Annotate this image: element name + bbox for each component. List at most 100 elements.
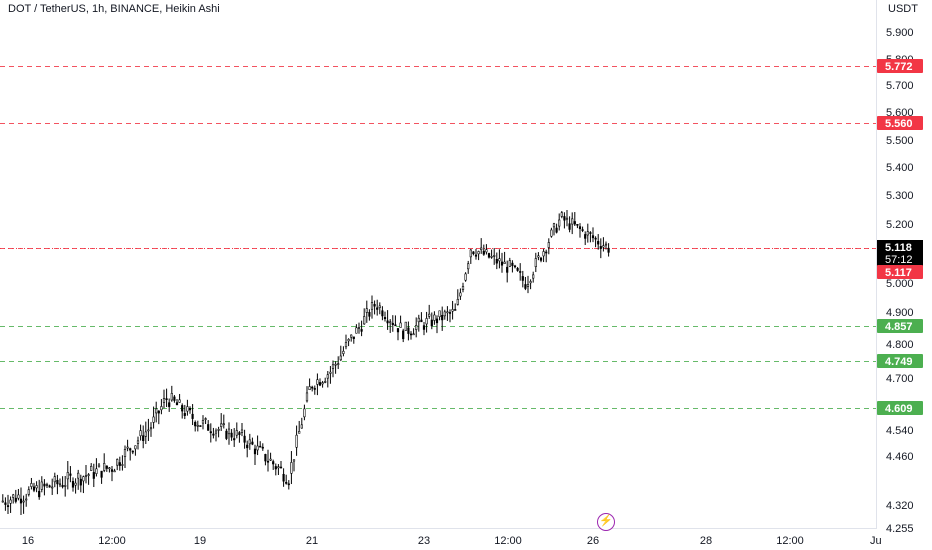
candle [264, 453, 267, 466]
candle [415, 317, 418, 338]
time-tick-label: 12:00 [494, 535, 522, 547]
candle [308, 378, 311, 391]
candle [602, 237, 605, 252]
candle [287, 480, 290, 490]
candle [352, 336, 355, 344]
candle [61, 476, 64, 489]
candle [139, 424, 142, 441]
candle [155, 401, 158, 423]
candle [123, 445, 127, 469]
candle [233, 428, 236, 447]
candle [74, 478, 77, 494]
time-tick-label: 12:00 [776, 535, 804, 547]
candle [399, 315, 402, 328]
time-tick-label: 19 [194, 535, 206, 547]
candle [212, 427, 215, 439]
bar-countdown: 57:12 [885, 254, 913, 266]
candle [474, 248, 478, 260]
time-tick-label: 21 [306, 535, 318, 547]
price-tick-label: 5.000 [886, 278, 914, 290]
candle [71, 477, 75, 492]
candle [498, 249, 501, 269]
candle [175, 399, 179, 406]
candle [454, 303, 457, 311]
candle [209, 423, 212, 443]
candle [227, 422, 231, 445]
candle [409, 331, 413, 340]
candle [56, 474, 59, 495]
level-tag-4.609[interactable]: 4.609 [877, 401, 923, 415]
candle [581, 226, 584, 233]
level-tag-5.772[interactable]: 5.772 [877, 59, 923, 73]
candle [235, 422, 238, 439]
candle [45, 482, 49, 488]
time-tick-label: 23 [418, 535, 430, 547]
candle [513, 264, 517, 269]
candle [495, 252, 498, 270]
candle [170, 385, 173, 402]
candle [383, 311, 387, 322]
candle [248, 433, 251, 450]
candle [412, 328, 415, 336]
candle [272, 459, 275, 470]
candle [220, 413, 223, 431]
candle [529, 279, 532, 290]
candle [467, 260, 470, 274]
level-tag-4.749[interactable]: 4.749 [877, 354, 923, 368]
candle [256, 435, 259, 456]
lightning-icon[interactable]: ⚡ [597, 513, 615, 531]
candle [404, 321, 407, 331]
time-tick-label: 28 [700, 535, 712, 547]
candle [350, 334, 353, 342]
candle [563, 212, 566, 229]
candle [469, 248, 472, 264]
candle [490, 249, 493, 259]
candle [282, 468, 285, 487]
candle [342, 346, 345, 357]
candle [279, 461, 283, 469]
svg-text:5.560: 5.560 [885, 118, 913, 130]
candle [246, 440, 249, 458]
candle [487, 252, 491, 259]
candle [391, 315, 394, 332]
candle [58, 478, 62, 488]
candle [243, 429, 246, 449]
candle [451, 300, 454, 320]
candle [417, 314, 420, 332]
level-tag-5.117[interactable]: 5.117 [877, 265, 923, 279]
svg-text:5.117: 5.117 [885, 267, 912, 279]
candle [14, 489, 17, 504]
price-tick-label: 4.540 [886, 425, 914, 437]
candle [508, 257, 511, 268]
candle [186, 399, 189, 416]
candle [443, 309, 446, 320]
candle [142, 425, 145, 449]
candle [9, 496, 12, 513]
candle [493, 248, 496, 265]
level-tag-5.560[interactable]: 5.560 [877, 116, 923, 130]
candle [69, 466, 72, 483]
candle [30, 477, 33, 490]
candle [370, 295, 374, 319]
candle [313, 385, 316, 395]
candle [230, 429, 233, 441]
candle [183, 404, 186, 420]
candle [422, 321, 426, 336]
candle [355, 324, 358, 334]
level-tag-4.857[interactable]: 4.857 [877, 319, 923, 333]
candle [425, 311, 428, 333]
price-scale-border [876, 0, 877, 528]
candle [573, 212, 576, 227]
candle [116, 458, 119, 471]
candle [547, 238, 550, 255]
candle [578, 223, 582, 238]
candle [589, 231, 592, 243]
candle [571, 212, 574, 235]
candle [129, 447, 132, 461]
candle [277, 464, 280, 476]
candle [269, 452, 272, 461]
candle [181, 403, 184, 419]
